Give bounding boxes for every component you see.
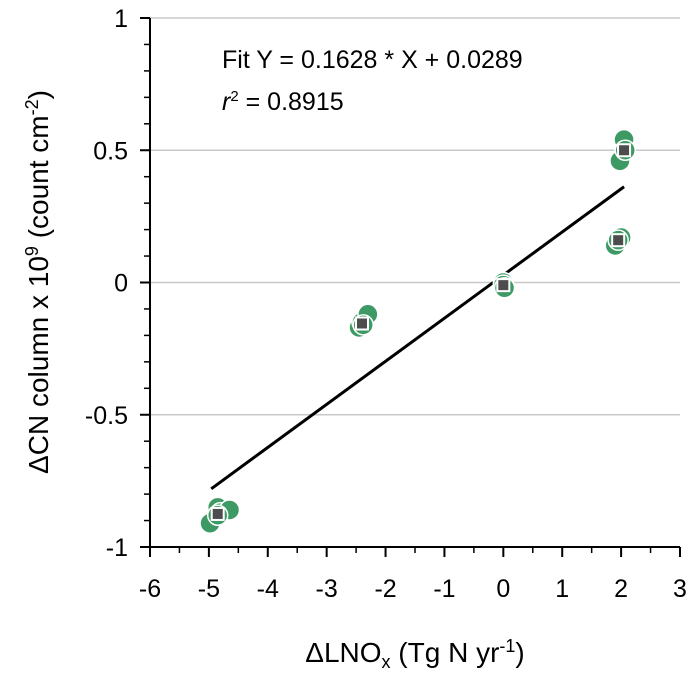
y-axis-title: ΔCN column x 109 (count cm-2) <box>22 90 54 474</box>
mean-marker <box>355 316 369 331</box>
y-title-b: (count cm <box>23 115 54 246</box>
mean-marker <box>496 278 511 293</box>
mean-marker <box>617 143 632 158</box>
x-tick-label: -1 <box>433 575 455 603</box>
y-tick-label: 1 <box>114 5 128 33</box>
x-tick-label: 2 <box>614 575 628 603</box>
mean-marker <box>210 506 225 521</box>
x-tick-label: 1 <box>555 575 569 603</box>
x-tick-label: -4 <box>257 575 279 603</box>
fit-annotation: Fit Y = 0.1628 * X + 0.0289 <box>222 46 523 74</box>
x-title-sub: x <box>382 652 391 672</box>
y-title-c: ) <box>23 90 54 99</box>
x-tick-label: -6 <box>139 575 161 603</box>
x-title-sup: -1 <box>499 636 515 656</box>
x-title-c: ) <box>515 637 524 668</box>
r2-sup: 2 <box>230 88 238 105</box>
x-title-a: ΔLNO <box>305 637 381 668</box>
y-title-sup2: -2 <box>22 99 42 115</box>
r2-annotation: r2 = 0.8915 <box>222 88 344 116</box>
y-tick-label: 0 <box>114 270 128 298</box>
mean-marker <box>611 233 626 248</box>
y-title-sup: 9 <box>22 246 42 256</box>
r2-r: r <box>222 88 232 116</box>
x-tick-label: -2 <box>374 575 396 603</box>
fit-line <box>210 185 625 491</box>
x-tick-label: -5 <box>198 575 220 603</box>
x-tick-label: 3 <box>673 575 687 603</box>
x-title-b: (Tg N yr <box>391 637 500 668</box>
y-tick-label: 0.5 <box>93 137 128 165</box>
x-tick-label: -3 <box>316 575 338 603</box>
y-tick-label: -0.5 <box>85 402 128 430</box>
x-axis-title: ΔLNOx (Tg N yr-1) <box>305 636 525 672</box>
x-tick-label: 0 <box>496 575 510 603</box>
y-tick-label: -1 <box>106 534 128 562</box>
y-title-a: ΔCN column x 10 <box>23 256 54 474</box>
r2-value: = 0.8915 <box>239 88 344 116</box>
